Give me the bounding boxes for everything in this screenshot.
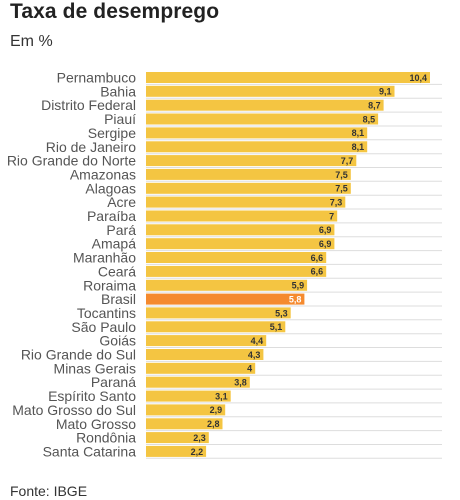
value-label: 5,8 — [289, 294, 302, 304]
bar — [146, 252, 327, 263]
category-label: Espírito Santo — [48, 388, 136, 404]
category-label: Ceará — [98, 263, 136, 279]
category-label: Acre — [107, 194, 136, 210]
value-label: 6,6 — [311, 253, 324, 263]
category-label: Rio Grande do Norte — [7, 153, 136, 169]
value-label: 7,5 — [335, 170, 348, 180]
category-label: Mato Grosso do Sul — [12, 402, 136, 418]
category-label: Roraima — [83, 277, 136, 293]
value-label: 4,3 — [248, 350, 261, 360]
value-label: 4 — [247, 364, 252, 374]
category-label: Paraíba — [87, 208, 136, 224]
bar — [146, 404, 226, 416]
value-label: 3,1 — [215, 391, 228, 401]
bar — [146, 196, 346, 208]
category-label: Pará — [106, 222, 136, 238]
bar — [146, 390, 231, 402]
bar — [146, 362, 256, 374]
value-label: 7,5 — [335, 184, 348, 194]
category-label: Distrito Federal — [41, 97, 136, 113]
value-label: 2,8 — [207, 419, 220, 429]
category-label: São Paulo — [71, 319, 136, 335]
chart-subtitle: Em % — [10, 33, 53, 50]
value-label: 9,1 — [379, 87, 392, 97]
value-label: 6,6 — [311, 267, 324, 277]
value-label: 2,2 — [191, 447, 204, 457]
bar — [146, 376, 250, 388]
category-label: Pernambuco — [57, 70, 137, 86]
value-label: 2,3 — [193, 433, 206, 443]
category-label: Tocantins — [77, 305, 136, 321]
bar — [146, 85, 395, 97]
bar-highlight — [146, 293, 305, 305]
category-label: Sergipe — [88, 125, 136, 141]
category-label: Rondônia — [76, 430, 136, 446]
bar — [146, 307, 291, 319]
value-label: 5,3 — [275, 308, 288, 318]
bar — [146, 349, 264, 360]
bar — [146, 72, 430, 83]
value-label: 6,9 — [319, 239, 332, 249]
chart-title: Taxa de desemprego — [10, 0, 220, 23]
value-label: 7 — [329, 211, 334, 221]
category-label: Bahia — [100, 83, 136, 99]
category-label: Rio Grande do Sul — [21, 347, 136, 363]
category-label: Mato Grosso — [56, 416, 136, 432]
bar — [146, 418, 223, 430]
bar — [146, 224, 335, 236]
bar — [146, 335, 267, 347]
category-label: Paraná — [91, 374, 136, 390]
category-label: Minas Gerais — [54, 360, 136, 376]
value-label: 8,7 — [368, 101, 381, 111]
category-label: Brasil — [101, 291, 136, 307]
value-label: 6,9 — [319, 225, 332, 235]
value-label: 8,5 — [363, 114, 376, 124]
value-label: 8,1 — [352, 128, 365, 138]
category-label: Amazonas — [70, 166, 136, 182]
value-label: 7,3 — [330, 197, 343, 207]
bar — [146, 445, 207, 457]
value-label: 4,4 — [251, 336, 264, 346]
category-label: Goiás — [99, 333, 136, 349]
bar — [146, 127, 368, 139]
category-label: Alagoas — [85, 180, 136, 196]
bar — [146, 238, 335, 250]
value-label: 5,9 — [292, 281, 305, 291]
bar — [146, 113, 379, 125]
value-label: 5,1 — [270, 322, 283, 332]
bar — [146, 99, 384, 111]
bar — [146, 279, 308, 291]
source-note: Fonte: IBGE — [10, 483, 88, 499]
value-label: 2,9 — [210, 405, 223, 415]
bar — [146, 168, 351, 180]
bar — [146, 182, 351, 194]
value-label: 7,7 — [341, 156, 354, 166]
bar — [146, 321, 286, 333]
bar — [146, 432, 209, 444]
value-label: 10,4 — [409, 73, 427, 83]
category-label: Santa Catarina — [43, 443, 137, 459]
category-label: Piauí — [104, 111, 136, 127]
category-label: Amapá — [92, 236, 137, 252]
category-label: Rio de Janeiro — [46, 139, 136, 155]
bar — [146, 265, 327, 277]
category-label: Maranhão — [73, 250, 136, 266]
value-label: 3,8 — [234, 378, 247, 388]
bar — [146, 141, 368, 153]
bar — [146, 210, 338, 222]
bar — [146, 155, 357, 167]
value-label: 8,1 — [352, 142, 365, 152]
